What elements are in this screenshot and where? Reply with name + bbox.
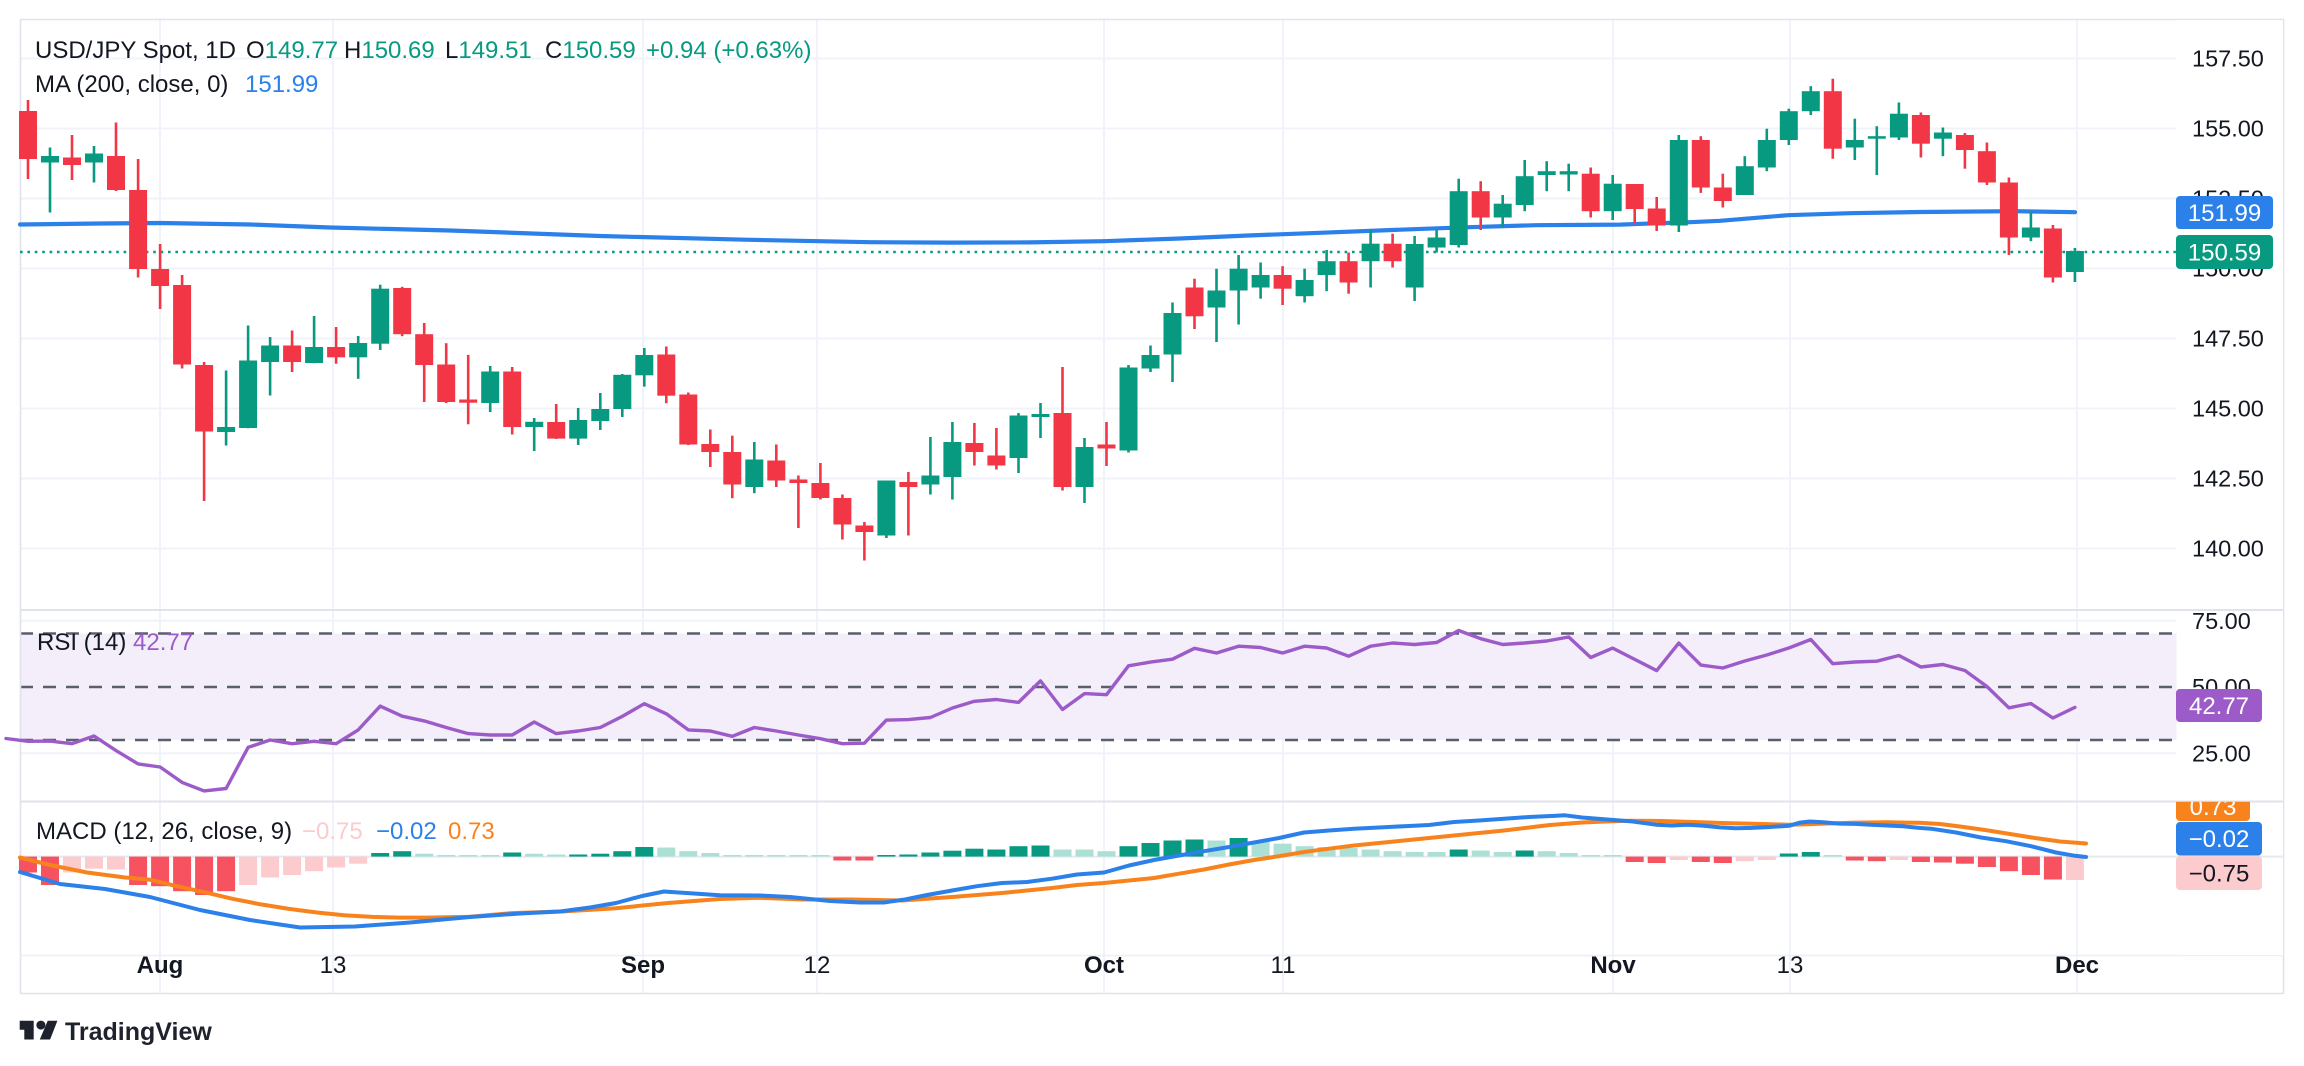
svg-text:25.00: 25.00 [2192,741,2251,767]
svg-text:155.00: 155.00 [2192,116,2264,142]
svg-text:0.73: 0.73 [2190,794,2237,821]
svg-text:12: 12 [804,952,831,979]
svg-text:−0.02: −0.02 [2189,826,2250,853]
svg-text:13: 13 [320,952,347,979]
svg-text:Aug: Aug [137,952,184,979]
svg-text:Oct: Oct [1084,952,1124,979]
svg-text:RSI (14)42.77: RSI (14) 42.77 [37,629,193,656]
svg-text:TradingView: TradingView [65,1018,212,1046]
svg-text:Dec: Dec [2055,952,2099,979]
svg-text:157.50: 157.50 [2192,46,2264,72]
svg-text:13: 13 [1777,952,1804,979]
svg-text:−0.75: −0.75 [2189,860,2250,887]
svg-text:145.00: 145.00 [2192,396,2264,422]
svg-text:140.00: 140.00 [2192,536,2264,562]
svg-text:Nov: Nov [1590,952,1636,979]
svg-text:MACD (12, 26, close, 9)−0.75−0: MACD (12, 26, close, 9) −0.75 −0.02 0.73 [36,818,495,845]
svg-text:151.99: 151.99 [2188,200,2261,227]
svg-text:11: 11 [1271,952,1296,979]
svg-text:Sep: Sep [621,952,665,979]
svg-text:42.77: 42.77 [2189,693,2249,720]
svg-text:75.00: 75.00 [2192,608,2251,634]
svg-text:150.59: 150.59 [2188,239,2261,266]
svg-text:142.50: 142.50 [2192,466,2264,492]
svg-text:147.50: 147.50 [2192,326,2264,352]
svg-text:MA (200, close, 0)151.99: MA (200, close, 0) 151.99 [35,71,318,98]
